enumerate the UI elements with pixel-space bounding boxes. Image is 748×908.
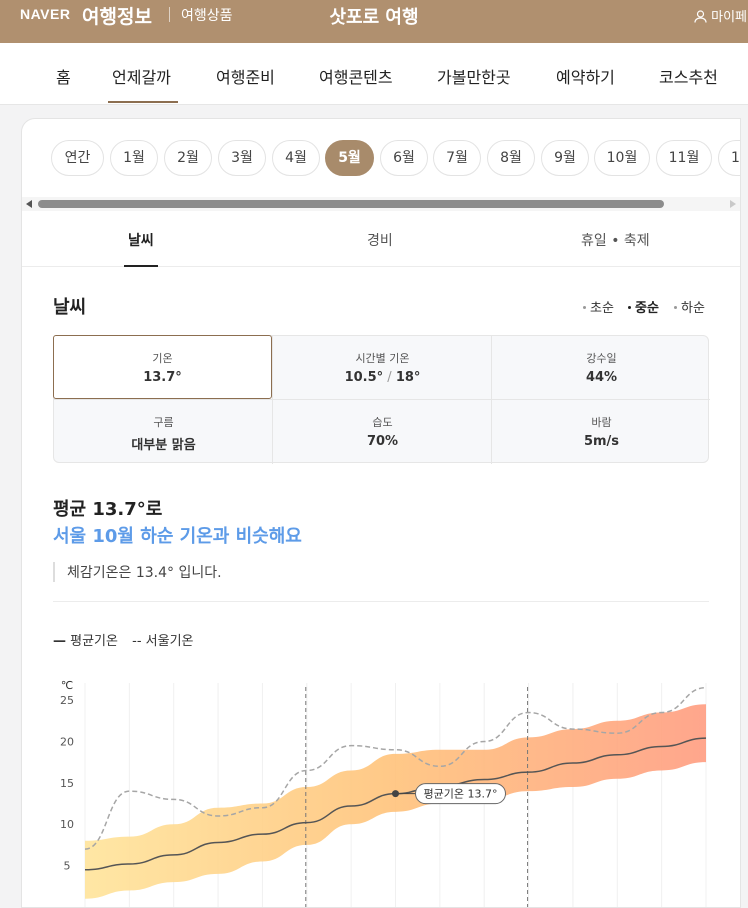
grid-divider <box>272 336 273 464</box>
tab-active-underline <box>124 265 158 267</box>
stat-value: 44% <box>585 370 618 385</box>
nav-item-when-to-go[interactable]: 언제갈까 <box>112 68 171 87</box>
y-tick-label: 20 <box>60 735 74 748</box>
chart-legend: — 평균기온 -- 서울기온 <box>53 630 194 649</box>
stat-label: 기온 <box>152 352 173 365</box>
travel-products-link[interactable]: 여행상품 <box>181 8 233 24</box>
feels-like-text: 체감기온은 13.4° 입니다. <box>53 562 222 582</box>
month-chip-6[interactable]: 6월 <box>380 140 428 176</box>
legend-seoul: 서울기온 <box>145 634 194 649</box>
period-late-label: 하순 <box>681 301 705 316</box>
seoul-comparison-text: 서울 10월 하순 기온과 비슷해요 <box>53 526 302 547</box>
month-chip-10[interactable]: 10월 <box>594 140 650 176</box>
period-mid-label: 중순 <box>635 301 659 316</box>
nav-item-preparation[interactable]: 여행준비 <box>216 68 275 87</box>
bullet-icon <box>628 306 631 309</box>
tab-weather[interactable]: 날씨 <box>128 233 154 249</box>
temp-high: 18° <box>395 370 421 385</box>
sub-tabs: 날씨 경비 휴일 • 축제 <box>22 213 740 267</box>
y-tick-label: 10 <box>60 818 74 831</box>
month-chip-5[interactable]: 5월 <box>325 140 374 176</box>
month-chip-3[interactable]: 3월 <box>218 140 266 176</box>
bullet-icon <box>674 306 677 309</box>
month-chip-9[interactable]: 9월 <box>541 140 589 176</box>
mypage-link[interactable]: 마이페 <box>694 6 747 25</box>
stat-precipitation-days[interactable]: 강수일 44% <box>492 336 711 400</box>
grid-divider <box>491 336 492 464</box>
nav-item-places[interactable]: 가볼만한곳 <box>437 68 511 87</box>
section-divider <box>53 601 709 602</box>
stat-hourly-temperature[interactable]: 시간별 기온 10.5° / 18° <box>273 336 492 400</box>
scrollbar-thumb[interactable] <box>38 200 664 208</box>
mypage-label: 마이페 <box>711 10 748 25</box>
month-chip-7[interactable]: 7월 <box>433 140 481 176</box>
seoul-temperature-line <box>84 686 707 850</box>
stat-label: 시간별 기온 <box>355 352 410 365</box>
grid-divider <box>54 399 710 400</box>
y-tick-label: 25 <box>60 694 74 707</box>
nav-item-contents[interactable]: 여행콘텐츠 <box>319 68 393 87</box>
month-chip-2[interactable]: 2월 <box>164 140 212 176</box>
temp-separator: / <box>383 370 396 385</box>
month-chip-1[interactable]: 1월 <box>110 140 158 176</box>
period-early[interactable]: 초순 <box>583 297 614 316</box>
month-scrollbar[interactable] <box>22 197 740 211</box>
page-title: 삿포로 여행 <box>329 7 419 28</box>
nav-item-home[interactable]: 홈 <box>56 68 71 87</box>
top-bar: NAVER 여행정보 여행상품 삿포로 여행 마이페 <box>0 0 748 43</box>
nav-item-reservation[interactable]: 예약하기 <box>556 68 615 87</box>
service-title[interactable]: 여행정보 <box>82 6 152 28</box>
stat-label: 구름 <box>153 416 174 429</box>
stat-value: 13.7° <box>143 370 182 385</box>
nav-item-course[interactable]: 코스추천 <box>659 68 718 87</box>
month-chip-11[interactable]: 11월 <box>656 140 712 176</box>
stat-humidity[interactable]: 습도 70% <box>273 400 492 464</box>
stat-label: 바람 <box>591 416 612 429</box>
user-icon <box>694 10 707 23</box>
highlight-tooltip-label: 평균기온 13.7° <box>424 788 498 801</box>
stat-value: 대부분 맑음 <box>131 438 196 453</box>
period-late[interactable]: 하순 <box>674 297 705 316</box>
month-chip-12[interactable]: 1 <box>718 140 740 176</box>
nav-active-underline <box>108 101 178 103</box>
highlight-tooltip-box <box>415 783 506 805</box>
stat-value: 10.5° / 18° <box>273 370 492 385</box>
period-mid[interactable]: 중순 <box>628 297 659 316</box>
stat-temperature[interactable]: 기온 13.7° <box>53 335 272 399</box>
weather-stats-grid: 기온 13.7° 시간별 기온 10.5° / 18° 강수일 44% 구름 대… <box>53 335 711 464</box>
month-chip-8[interactable]: 8월 <box>487 140 535 176</box>
scroll-right-icon[interactable] <box>730 200 736 208</box>
stat-label: 강수일 <box>586 352 617 365</box>
stat-label: 습도 <box>372 416 393 429</box>
scroll-left-icon[interactable] <box>26 200 32 208</box>
month-chip-annual[interactable]: 연간 <box>51 140 104 176</box>
month-chip-4[interactable]: 4월 <box>272 140 320 176</box>
naver-logo[interactable]: NAVER <box>20 6 71 22</box>
stat-value: 5m/s <box>583 434 620 449</box>
temperature-chart: 5 10 15 20 25 ℃ 평균기온 13.7° <box>60 679 707 907</box>
stat-value: 70% <box>366 434 399 449</box>
header-divider <box>169 7 170 22</box>
weather-section-title: 날씨 <box>53 297 87 318</box>
month-selector: 연간 1월 2월 3월 4월 5월 6월 7월 8월 9월 10월 11월 1 <box>22 119 740 195</box>
tab-holidays-festivals[interactable]: 휴일 • 축제 <box>581 233 650 249</box>
temp-low: 10.5° <box>344 370 384 385</box>
average-temperature-heading: 평균 13.7°로 <box>53 499 163 520</box>
legend-average: 평균기온 <box>70 634 118 649</box>
main-nav: 홈 언제갈까 여행준비 여행콘텐츠 가볼만한곳 예약하기 코스추천 <box>0 43 748 105</box>
y-axis-unit: ℃ <box>61 679 73 692</box>
y-tick-label: 5 <box>64 860 71 873</box>
stat-clouds[interactable]: 구름 대부분 맑음 <box>54 400 273 464</box>
legend-dashed-icon: -- <box>132 634 142 649</box>
period-early-label: 초순 <box>590 301 614 316</box>
content-card: 연간 1월 2월 3월 4월 5월 6월 7월 8월 9월 10월 11월 1 … <box>21 118 741 908</box>
legend-solid-icon: — <box>53 634 66 649</box>
bullet-icon <box>583 306 586 309</box>
y-tick-label: 15 <box>60 777 74 790</box>
temperature-range-band <box>85 704 706 899</box>
tab-cost[interactable]: 경비 <box>367 233 393 249</box>
stat-wind[interactable]: 바람 5m/s <box>492 400 711 464</box>
